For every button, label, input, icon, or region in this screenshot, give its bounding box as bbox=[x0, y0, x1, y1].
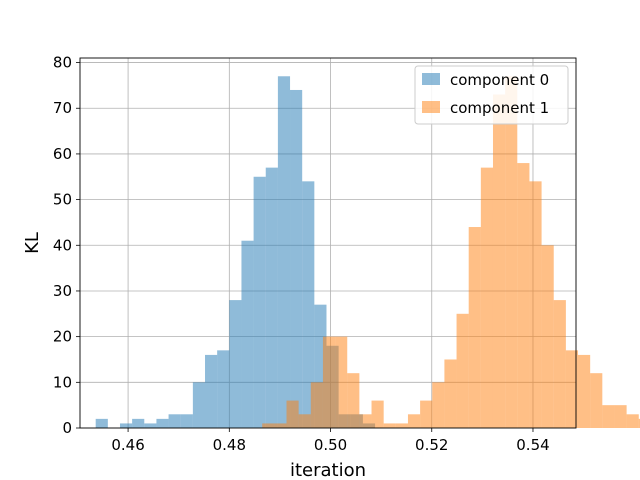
histogram-bar-component-1 bbox=[505, 76, 518, 428]
y-tick-label: 30 bbox=[53, 282, 72, 300]
histogram-bar-component-1 bbox=[517, 163, 530, 429]
histogram-bar-component-0 bbox=[192, 382, 206, 428]
histogram-bar-component-1 bbox=[492, 94, 506, 428]
histogram-bar-component-1 bbox=[335, 336, 348, 428]
histogram-bar-component-0 bbox=[95, 418, 108, 428]
x-tick-label: 0.48 bbox=[213, 436, 246, 454]
histogram-bar-component-1 bbox=[638, 418, 640, 428]
histogram-bar-component-1 bbox=[286, 400, 299, 428]
x-tick-label: 0.52 bbox=[415, 436, 448, 454]
histogram-bar-component-1 bbox=[480, 167, 493, 428]
histogram-bar-component-0 bbox=[132, 418, 145, 428]
histogram-bar-component-1 bbox=[529, 181, 542, 428]
x-tick-label: 0.54 bbox=[516, 436, 549, 454]
histogram-bar-component-1 bbox=[626, 414, 639, 428]
histogram-bar-component-0 bbox=[217, 350, 230, 428]
histogram-bar-component-1 bbox=[274, 423, 287, 428]
histogram-bar-component-0 bbox=[156, 418, 169, 428]
y-tick-label: 40 bbox=[53, 236, 72, 254]
histogram-bar-component-0 bbox=[229, 300, 242, 428]
histogram-bar-component-0 bbox=[277, 76, 291, 428]
histogram-bar-component-0 bbox=[265, 167, 278, 428]
legend-swatch-component-1 bbox=[422, 101, 440, 113]
histogram-bar-component-1 bbox=[614, 405, 627, 428]
histogram-bar-component-1 bbox=[420, 400, 433, 428]
histogram-bar-component-1 bbox=[395, 423, 408, 428]
histogram-bar-component-1 bbox=[432, 382, 445, 428]
x-tick-label: 0.46 bbox=[111, 436, 144, 454]
x-tick-label: 0.50 bbox=[314, 436, 347, 454]
legend: component 0 component 1 bbox=[414, 65, 569, 125]
x-axis-ticks: 0.46 0.48 0.50 0.52 0.54 bbox=[111, 428, 550, 454]
y-axis-label: KL bbox=[22, 232, 43, 254]
histogram-bar-component-1 bbox=[602, 405, 615, 428]
histogram-bar-component-1 bbox=[347, 373, 360, 428]
histogram-bar-component-1 bbox=[407, 414, 421, 428]
histogram-bar-component-0 bbox=[290, 89, 303, 428]
histogram-bar-component-1 bbox=[565, 350, 579, 428]
legend-box bbox=[414, 65, 569, 125]
y-tick-label: 10 bbox=[53, 373, 72, 391]
legend-label-component-0: component 0 bbox=[450, 71, 549, 89]
histogram-bars bbox=[95, 76, 640, 429]
histogram-bar-component-1 bbox=[468, 227, 481, 428]
histogram-bar-component-1 bbox=[444, 359, 457, 428]
y-tick-label: 20 bbox=[53, 328, 72, 346]
histogram-bar-component-1 bbox=[310, 382, 323, 428]
y-tick-label: 0 bbox=[62, 419, 72, 437]
legend-swatch-component-0 bbox=[422, 73, 440, 85]
histogram-bar-component-1 bbox=[322, 336, 336, 428]
histogram-bar-component-0 bbox=[144, 423, 157, 428]
histogram-bar-component-0 bbox=[205, 354, 218, 428]
histogram-bar-component-1 bbox=[262, 423, 275, 428]
histogram-bar-component-1 bbox=[553, 300, 566, 428]
histogram-bar-component-0 bbox=[168, 414, 181, 428]
plot-frame bbox=[79, 57, 577, 429]
histogram-bar-component-0 bbox=[241, 240, 254, 428]
y-axis-ticks: 0 10 20 30 40 50 60 70 80 bbox=[53, 54, 80, 437]
histogram-bar-component-1 bbox=[298, 414, 311, 428]
y-tick-label: 80 bbox=[53, 54, 72, 72]
legend-label-component-1: component 1 bbox=[450, 99, 549, 117]
histogram-bar-component-1 bbox=[383, 423, 396, 428]
histogram-bar-component-1 bbox=[359, 414, 372, 428]
x-axis-label: iteration bbox=[290, 460, 366, 480]
histogram-bar-component-1 bbox=[578, 354, 591, 428]
y-tick-label: 70 bbox=[53, 99, 72, 117]
histogram-bar-component-1 bbox=[541, 245, 554, 428]
histogram-bar-component-1 bbox=[456, 313, 469, 428]
y-tick-label: 60 bbox=[53, 145, 72, 163]
histogram-bar-component-1 bbox=[590, 373, 603, 428]
histogram-bar-component-1 bbox=[371, 400, 384, 428]
histogram-bar-component-0 bbox=[302, 181, 315, 428]
histogram-bar-component-0 bbox=[180, 414, 193, 428]
histogram-bar-component-0 bbox=[119, 423, 133, 428]
histogram-bar-component-0 bbox=[253, 176, 266, 428]
y-tick-label: 50 bbox=[53, 191, 72, 209]
